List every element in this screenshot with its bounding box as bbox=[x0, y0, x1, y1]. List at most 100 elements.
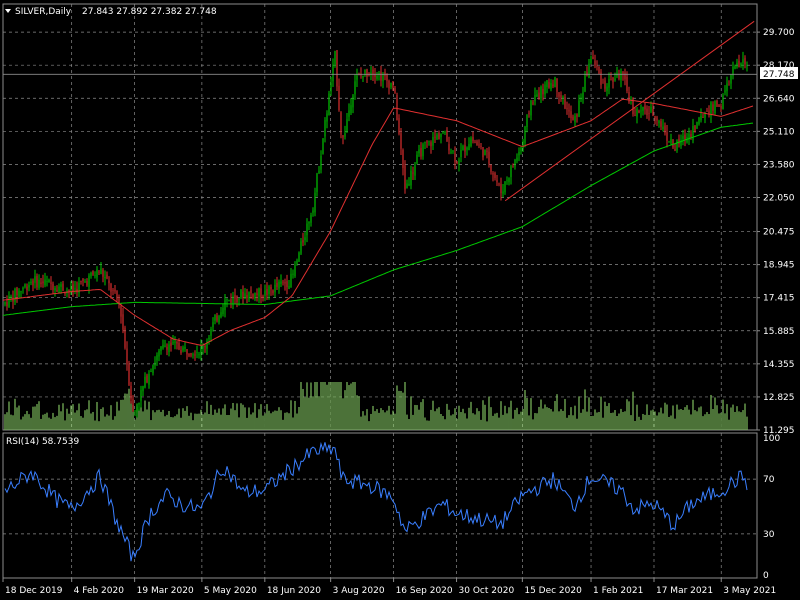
time-tick-label: 5 May 2020 bbox=[204, 586, 257, 596]
candle-body bbox=[304, 237, 306, 241]
candle-body bbox=[296, 260, 298, 264]
candle-body bbox=[592, 57, 594, 60]
candle-body bbox=[446, 130, 448, 142]
candle-body bbox=[726, 83, 728, 92]
candle-body bbox=[168, 344, 170, 353]
candle-body bbox=[120, 306, 122, 317]
candle-body bbox=[126, 348, 128, 365]
candle-body bbox=[308, 221, 310, 224]
candle-body bbox=[16, 288, 18, 296]
candle-body bbox=[680, 140, 682, 146]
candle-body bbox=[700, 115, 702, 121]
candle-body bbox=[158, 350, 160, 357]
candle-body bbox=[534, 94, 536, 102]
candle-body bbox=[278, 281, 280, 289]
candle-body bbox=[382, 74, 384, 82]
candle-body bbox=[590, 58, 592, 63]
candle-body bbox=[332, 64, 334, 82]
price-tick-label: 14.355 bbox=[763, 360, 795, 370]
candle-body bbox=[268, 286, 270, 295]
candle-body bbox=[146, 375, 148, 383]
candle-body bbox=[24, 284, 26, 287]
candle-body bbox=[306, 223, 308, 236]
candle-body bbox=[688, 133, 690, 140]
candle-body bbox=[248, 292, 250, 300]
candle-body bbox=[550, 82, 552, 89]
candle-body bbox=[570, 111, 572, 119]
candle-body bbox=[252, 294, 254, 299]
chart-header: SILVER,Daily 27.843 27.892 27.382 27.748 bbox=[5, 7, 217, 17]
candle-body bbox=[558, 92, 560, 97]
candle-body bbox=[552, 84, 554, 87]
time-tick-label: 17 Mar 2021 bbox=[656, 586, 713, 596]
candle-body bbox=[18, 290, 20, 297]
candle-body bbox=[378, 72, 380, 75]
price-tick-label: 28.170 bbox=[763, 61, 795, 71]
candle-body bbox=[610, 79, 612, 81]
candle-body bbox=[512, 166, 514, 168]
candle-body bbox=[662, 126, 664, 130]
candle-body bbox=[340, 112, 342, 135]
candle-body bbox=[310, 215, 312, 223]
candle-body bbox=[476, 141, 478, 146]
candle-body bbox=[468, 144, 470, 151]
candle-body bbox=[70, 286, 72, 292]
candle-body bbox=[628, 91, 630, 103]
dropdown-triangle-icon[interactable] bbox=[5, 9, 11, 13]
time-tick-label: 3 May 2021 bbox=[723, 586, 776, 596]
candle-body bbox=[690, 134, 692, 138]
candle-body bbox=[328, 93, 330, 116]
candle-body bbox=[692, 125, 694, 141]
candle-body bbox=[452, 150, 454, 152]
price-tick-label: 11.295 bbox=[763, 426, 795, 436]
candle-body bbox=[324, 120, 326, 137]
candle-body bbox=[118, 298, 120, 304]
candle-body bbox=[560, 95, 562, 98]
candle-body bbox=[260, 288, 262, 299]
candle-body bbox=[36, 275, 38, 288]
candle-body bbox=[254, 292, 256, 300]
candle-body bbox=[474, 142, 476, 143]
candle-body bbox=[180, 350, 182, 354]
rsi-tick-label: 100 bbox=[763, 434, 780, 444]
candle-body bbox=[374, 74, 376, 77]
candle-body bbox=[190, 353, 192, 356]
candle-body bbox=[650, 106, 652, 112]
moving-averages bbox=[2, 98, 754, 346]
candle-body bbox=[86, 281, 88, 286]
price-tick-label: 15.885 bbox=[763, 327, 795, 337]
candle-body bbox=[608, 79, 610, 88]
candle-body bbox=[630, 99, 632, 101]
candle-body bbox=[492, 173, 494, 175]
candle-body bbox=[704, 112, 706, 118]
candle-body bbox=[436, 134, 438, 140]
candle-body bbox=[198, 354, 200, 356]
candle-body bbox=[624, 72, 626, 80]
candle-body bbox=[94, 275, 96, 276]
candle-body bbox=[386, 74, 388, 81]
time-tick-label: 3 Aug 2020 bbox=[333, 586, 385, 596]
candle-body bbox=[530, 100, 532, 116]
candle-body bbox=[134, 410, 136, 412]
candle-body bbox=[244, 293, 246, 299]
candle-body bbox=[128, 364, 130, 385]
candle-body bbox=[108, 280, 110, 284]
candle-body bbox=[216, 315, 218, 321]
candle-body bbox=[422, 144, 424, 157]
rsi-tick-label: 30 bbox=[763, 530, 775, 540]
candle-body bbox=[502, 191, 504, 194]
candle-body bbox=[228, 300, 230, 301]
current-price-tag: 27.748 bbox=[760, 67, 798, 80]
candle-body bbox=[392, 81, 394, 89]
candle-body bbox=[434, 136, 436, 138]
candle-body bbox=[404, 165, 406, 190]
candle-body bbox=[626, 77, 628, 91]
candle-body bbox=[336, 50, 338, 87]
candle-body bbox=[618, 73, 620, 79]
candle-body bbox=[6, 302, 8, 307]
candle-body bbox=[706, 110, 708, 112]
candle-body bbox=[348, 110, 350, 117]
candle-body bbox=[596, 66, 598, 68]
candle-body bbox=[106, 274, 108, 279]
